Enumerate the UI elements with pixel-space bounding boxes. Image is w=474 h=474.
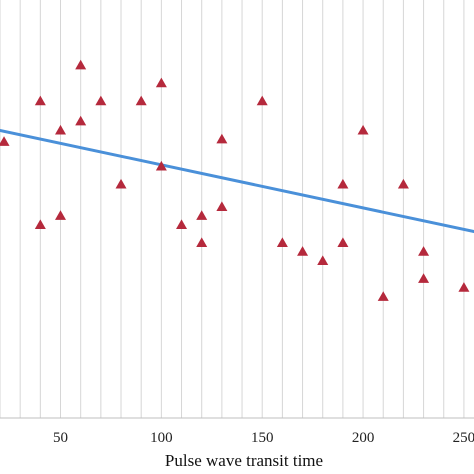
data-point <box>337 178 349 189</box>
data-point <box>0 136 10 146</box>
data-point <box>256 95 268 106</box>
x-tick-label: 50 <box>53 430 68 446</box>
data-points <box>0 59 470 301</box>
data-point <box>75 59 87 70</box>
data-point <box>135 95 147 106</box>
data-point <box>418 246 430 256</box>
x-tick-label: 250 <box>453 430 474 446</box>
data-point <box>397 178 409 189</box>
data-point <box>216 133 228 144</box>
data-point <box>34 219 46 230</box>
data-point <box>418 273 430 283</box>
x-axis-title: Pulse wave transit time <box>165 451 323 470</box>
data-point <box>176 219 188 230</box>
data-point <box>297 246 309 256</box>
data-point <box>196 210 208 220</box>
data-point <box>357 124 369 135</box>
data-point <box>196 237 208 247</box>
data-point <box>155 77 167 88</box>
data-point <box>317 255 329 265</box>
data-point <box>55 210 67 220</box>
x-tick-label: 100 <box>150 430 173 446</box>
data-point <box>115 178 127 189</box>
data-point <box>155 160 167 171</box>
x-tick-labels: 50 100 150 200 250 <box>53 430 474 446</box>
data-point <box>75 115 87 126</box>
data-point <box>34 95 46 106</box>
data-point <box>458 282 470 292</box>
trendline-layer <box>0 128 474 234</box>
data-point <box>55 124 67 135</box>
trendline <box>0 128 474 234</box>
x-tick-label: 150 <box>251 430 274 446</box>
data-point <box>337 237 349 247</box>
x-tick-label: 200 <box>352 430 375 446</box>
data-point <box>276 237 288 247</box>
data-point <box>95 95 107 106</box>
vertical-gridlines <box>0 0 465 418</box>
data-point <box>216 201 228 212</box>
data-point <box>377 291 389 301</box>
